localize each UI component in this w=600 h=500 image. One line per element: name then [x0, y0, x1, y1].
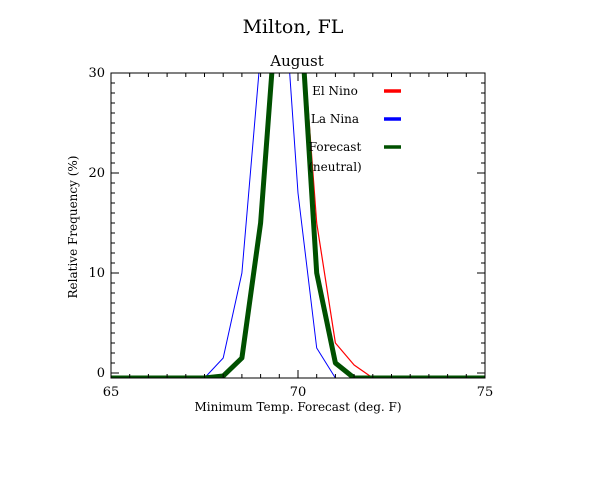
y-tick-label: 30 [88, 66, 105, 81]
x-tick-label: 75 [477, 385, 494, 400]
y-tick-label: 20 [88, 166, 105, 181]
series-line-la-nina [111, 73, 485, 378]
ticks-layer: 65 70 75 0 10 20 30 [88, 66, 493, 400]
series-layer [111, 73, 485, 378]
chart-title: Milton, FL [243, 16, 344, 38]
x-tick-label: 70 [290, 385, 307, 400]
chart-subtitle: August [269, 52, 323, 70]
x-tick-label: 65 [103, 385, 120, 400]
legend: El Nino La Nina Forecast (neutral) [308, 84, 401, 174]
legend-label-el-nino: El Nino [312, 84, 358, 98]
x-axis-label: Minimum Temp. Forecast (deg. F) [194, 400, 401, 414]
y-tick-label: 0 [97, 366, 105, 381]
legend-label-forecast-neutral: Forecast (neutral) [308, 140, 361, 174]
legend-label-la-nina: La Nina [311, 112, 359, 126]
series-line-forecast-neutral [111, 73, 485, 378]
y-tick-label: 10 [88, 266, 105, 281]
plot-frame [110, 72, 486, 379]
y-axis-label: Relative Frequency (%) [66, 156, 80, 299]
